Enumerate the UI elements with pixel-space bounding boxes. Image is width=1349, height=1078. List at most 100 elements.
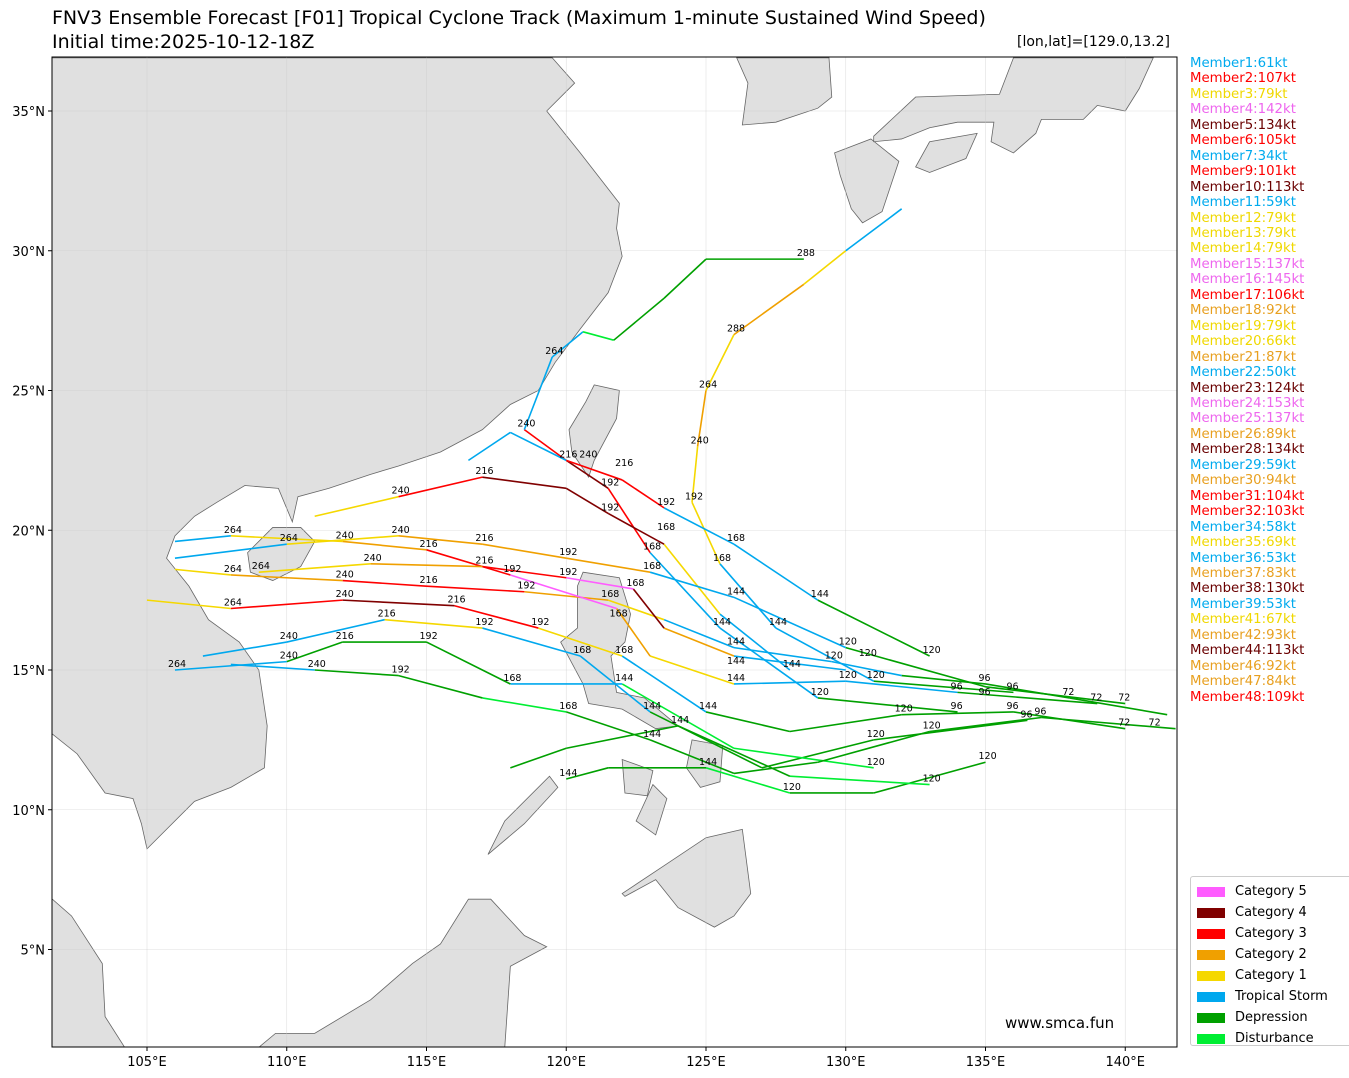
forecast-hour-label: 72 (1118, 718, 1130, 729)
track-segment (482, 697, 567, 713)
track-segment (370, 562, 483, 568)
member-entry: Member28:134kt (1190, 442, 1305, 458)
track-segment (467, 431, 511, 462)
member-entry: Member46:92kt (1190, 658, 1296, 674)
track-segment (733, 761, 818, 775)
track-segment (649, 739, 735, 775)
track-segment (607, 487, 651, 554)
forecast-hour-label: 168 (503, 673, 521, 684)
x-tick-label: 105°E (127, 1055, 167, 1070)
y-tick-label: 15°N (12, 664, 45, 679)
coordinate-readout: [lon,lat]=[129.0,13.2] (1016, 34, 1170, 50)
y-tick-label: 25°N (12, 385, 45, 400)
land-luzon (560, 571, 680, 730)
track-segment (523, 356, 554, 430)
land-taiwan (568, 384, 620, 479)
land-borneo (258, 898, 548, 1047)
track-segment (845, 680, 958, 694)
forecast-hour-label: 192 (420, 631, 438, 642)
track-segment (230, 663, 315, 671)
legend-label: Category 2 (1235, 947, 1307, 962)
forecast-hour-label: 264 (224, 598, 242, 609)
forecast-hour-label: 216 (420, 539, 438, 550)
track-segment (649, 552, 721, 629)
member-entry: Member21:87kt (1190, 349, 1296, 365)
forecast-hour-label: 288 (727, 324, 745, 335)
track-segment (719, 627, 819, 699)
track-segment (733, 747, 874, 769)
track-segment (649, 655, 735, 685)
track-segment (230, 599, 343, 610)
track-segment (384, 618, 483, 629)
forecast-hour-label: 120 (923, 774, 941, 785)
forecast-hour-label: 96 (979, 687, 991, 698)
member-entry: Member42:93kt (1190, 627, 1296, 643)
track-segment (632, 588, 665, 629)
member-entry: Member23:124kt (1190, 380, 1305, 396)
forecast-hour-label: 120 (867, 757, 885, 768)
legend-item: Category 4 (1197, 902, 1349, 923)
forecast-hour-label: 240 (364, 553, 382, 564)
member-entry: Member15:137kt (1190, 256, 1305, 272)
forecast-hour-label: 72 (1118, 693, 1130, 704)
forecast-hour-label: 144 (727, 586, 745, 597)
forecast-hour-label: 144 (643, 729, 661, 740)
member-entry: Member10:113kt (1190, 179, 1305, 195)
forecast-hour-label: 240 (308, 659, 326, 670)
legend-item: Depression (1197, 1007, 1349, 1028)
forecast-hour-label: 120 (825, 651, 843, 662)
legend-swatch (1197, 991, 1225, 1002)
forecast-hour-label: 216 (447, 595, 465, 606)
land-shikoku (915, 132, 978, 173)
forecast-hour-label: 264 (699, 380, 717, 391)
track-segment (845, 646, 986, 688)
forecast-hour-label: 120 (979, 751, 997, 762)
track-segment (482, 476, 567, 490)
land-mainland (52, 57, 623, 850)
forecast-hour-label: 120 (923, 645, 941, 656)
track-segment (286, 618, 385, 643)
forecast-hour-label: 96 (1034, 707, 1046, 718)
forecast-hour-label: 144 (671, 715, 689, 726)
forecast-hour-label: 264 (224, 525, 242, 536)
track-segment (146, 599, 231, 610)
forecast-hour-label: 144 (727, 656, 745, 667)
member-entry: Member3:79kt (1190, 86, 1288, 102)
forecast-hour-label: 192 (601, 477, 619, 488)
forecast-hour-label: 168 (626, 578, 644, 589)
member-entry: Member30:94kt (1190, 473, 1296, 489)
track-segment (691, 501, 721, 565)
track-segment (845, 208, 903, 252)
track-segment (817, 599, 930, 657)
track-segment (621, 479, 665, 509)
track-segment (566, 557, 651, 573)
forecast-hour-label: 192 (517, 581, 535, 592)
forecast-hour-label: 216 (378, 609, 396, 620)
forecast-hour-label: 216 (475, 466, 493, 477)
track-segment (733, 283, 805, 336)
member-entry: Member5:134kt (1190, 117, 1296, 133)
land-honshu (873, 57, 1154, 154)
member-entry: Member20:66kt (1190, 334, 1296, 350)
forecast-hour-label: 168 (727, 533, 745, 544)
track-segment (582, 331, 614, 341)
forecast-hour-label: 240 (691, 435, 709, 446)
member-entry: Member2:107kt (1190, 71, 1296, 87)
y-tick-label: 5°N (21, 944, 46, 959)
forecast-hour-label: 240 (517, 419, 535, 430)
legend-label: Disturbance (1235, 1031, 1314, 1046)
legend-swatch (1197, 1012, 1225, 1023)
forecast-hour-label: 168 (559, 701, 577, 712)
track-member (467, 431, 930, 657)
x-tick-label: 130°E (826, 1055, 866, 1070)
track-member (230, 663, 1176, 775)
legend-swatch (1197, 970, 1225, 981)
member-entry: Member1:61kt (1190, 56, 1288, 71)
track-segment (551, 331, 584, 358)
track-segment (509, 431, 567, 462)
member-entry: Member6:105kt (1190, 133, 1296, 149)
x-tick-label: 135°E (966, 1055, 1006, 1070)
legend-swatch (1197, 886, 1225, 897)
forecast-hour-label: 192 (392, 665, 410, 676)
